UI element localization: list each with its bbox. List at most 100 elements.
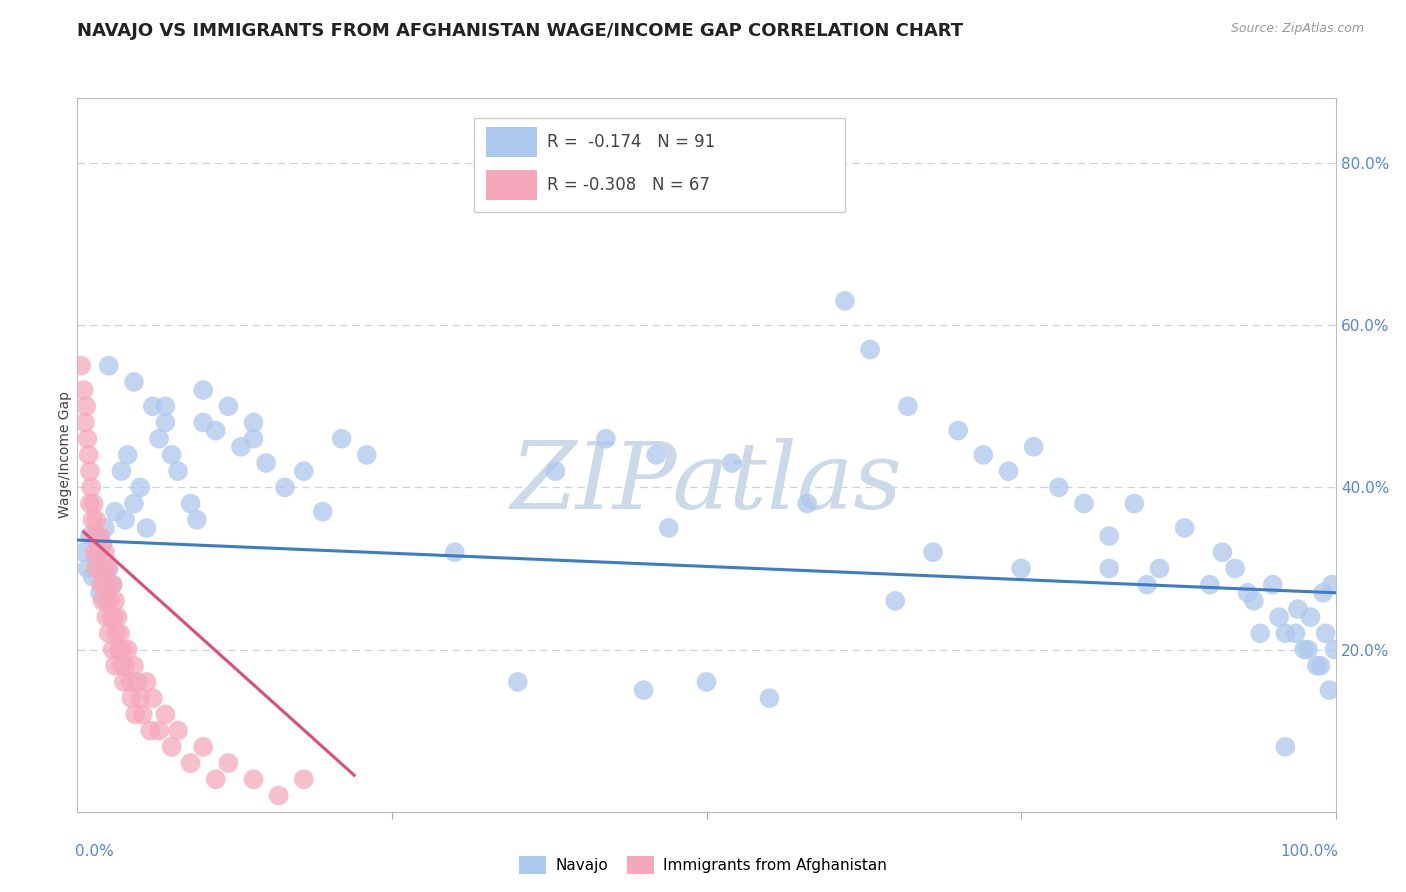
Point: [180, 756, 202, 770]
Point: [87, 545, 110, 559]
Text: Source: ZipAtlas.com: Source: ZipAtlas.com: [1230, 22, 1364, 36]
Point: [1211, 545, 1233, 559]
Point: [132, 707, 155, 722]
Point: [217, 756, 239, 770]
Point: [160, 448, 183, 462]
Point: [204, 772, 226, 787]
Point: [160, 739, 183, 754]
Point: [242, 416, 264, 430]
Point: [142, 691, 165, 706]
Point: [101, 577, 124, 591]
Point: [108, 642, 131, 657]
Point: [1098, 561, 1121, 575]
Point: [242, 772, 264, 787]
Y-axis label: Wage/Income Gap: Wage/Income Gap: [58, 392, 72, 518]
Point: [135, 675, 157, 690]
Point: [444, 545, 467, 559]
Point: [330, 432, 353, 446]
Point: [111, 642, 134, 657]
Text: 100.0%: 100.0%: [1281, 844, 1339, 859]
Text: ZIPatlas: ZIPatlas: [510, 439, 903, 528]
Point: [884, 594, 907, 608]
Point: [544, 464, 567, 478]
Point: [897, 399, 920, 413]
Point: [97, 626, 120, 640]
Point: [1294, 642, 1316, 657]
Point: [1284, 626, 1306, 640]
Text: NAVAJO VS IMMIGRANTS FROM AFGHANISTAN WAGE/INCOME GAP CORRELATION CHART: NAVAJO VS IMMIGRANTS FROM AFGHANISTAN WA…: [77, 22, 963, 40]
Point: [105, 626, 128, 640]
Point: [1243, 594, 1265, 608]
Point: [758, 691, 780, 706]
Point: [98, 594, 121, 608]
Point: [96, 594, 118, 608]
Point: [83, 529, 105, 543]
Point: [80, 480, 103, 494]
Point: [94, 545, 117, 559]
Legend: Navajo, Immigrants from Afghanistan: Navajo, Immigrants from Afghanistan: [513, 850, 893, 880]
Point: [93, 561, 115, 575]
Point: [356, 448, 378, 462]
Point: [242, 432, 264, 446]
Point: [167, 464, 190, 478]
Point: [1249, 626, 1271, 640]
Point: [82, 513, 104, 527]
Point: [1268, 610, 1291, 624]
Point: [1123, 497, 1146, 511]
Point: [73, 416, 96, 430]
Point: [1299, 610, 1322, 624]
Text: R =  -0.174   N = 91: R = -0.174 N = 91: [547, 133, 716, 151]
Point: [1306, 658, 1329, 673]
Point: [103, 610, 125, 624]
Point: [142, 399, 165, 413]
Point: [292, 464, 315, 478]
Point: [254, 456, 277, 470]
Point: [155, 399, 177, 413]
Point: [100, 610, 122, 624]
Point: [96, 561, 118, 575]
Point: [1174, 521, 1197, 535]
Point: [1022, 440, 1045, 454]
Point: [70, 359, 93, 373]
Point: [77, 448, 100, 462]
Point: [645, 448, 668, 462]
Point: [274, 480, 297, 494]
Point: [79, 529, 101, 543]
Point: [155, 707, 177, 722]
Point: [107, 610, 129, 624]
Point: [1098, 529, 1121, 543]
Point: [91, 537, 114, 551]
Point: [1319, 683, 1341, 698]
Point: [124, 707, 146, 722]
Point: [1274, 739, 1296, 754]
FancyBboxPatch shape: [486, 128, 537, 157]
Point: [217, 399, 239, 413]
Point: [696, 675, 718, 690]
Point: [127, 675, 149, 690]
Point: [122, 375, 145, 389]
Point: [312, 505, 335, 519]
Point: [972, 448, 994, 462]
Point: [79, 464, 101, 478]
Point: [114, 658, 136, 673]
Point: [1312, 586, 1334, 600]
Point: [97, 561, 120, 575]
Point: [155, 416, 177, 430]
Point: [84, 553, 107, 567]
Point: [110, 658, 132, 673]
Point: [267, 789, 290, 803]
Point: [94, 577, 117, 591]
Point: [97, 359, 120, 373]
Point: [120, 675, 142, 690]
Point: [135, 521, 157, 535]
Point: [796, 497, 818, 511]
Point: [89, 561, 111, 575]
Point: [117, 642, 139, 657]
Point: [84, 513, 107, 527]
Point: [1073, 497, 1095, 511]
Point: [114, 513, 136, 527]
Point: [129, 691, 152, 706]
Point: [101, 642, 124, 657]
Point: [89, 529, 111, 543]
Point: [167, 723, 190, 738]
